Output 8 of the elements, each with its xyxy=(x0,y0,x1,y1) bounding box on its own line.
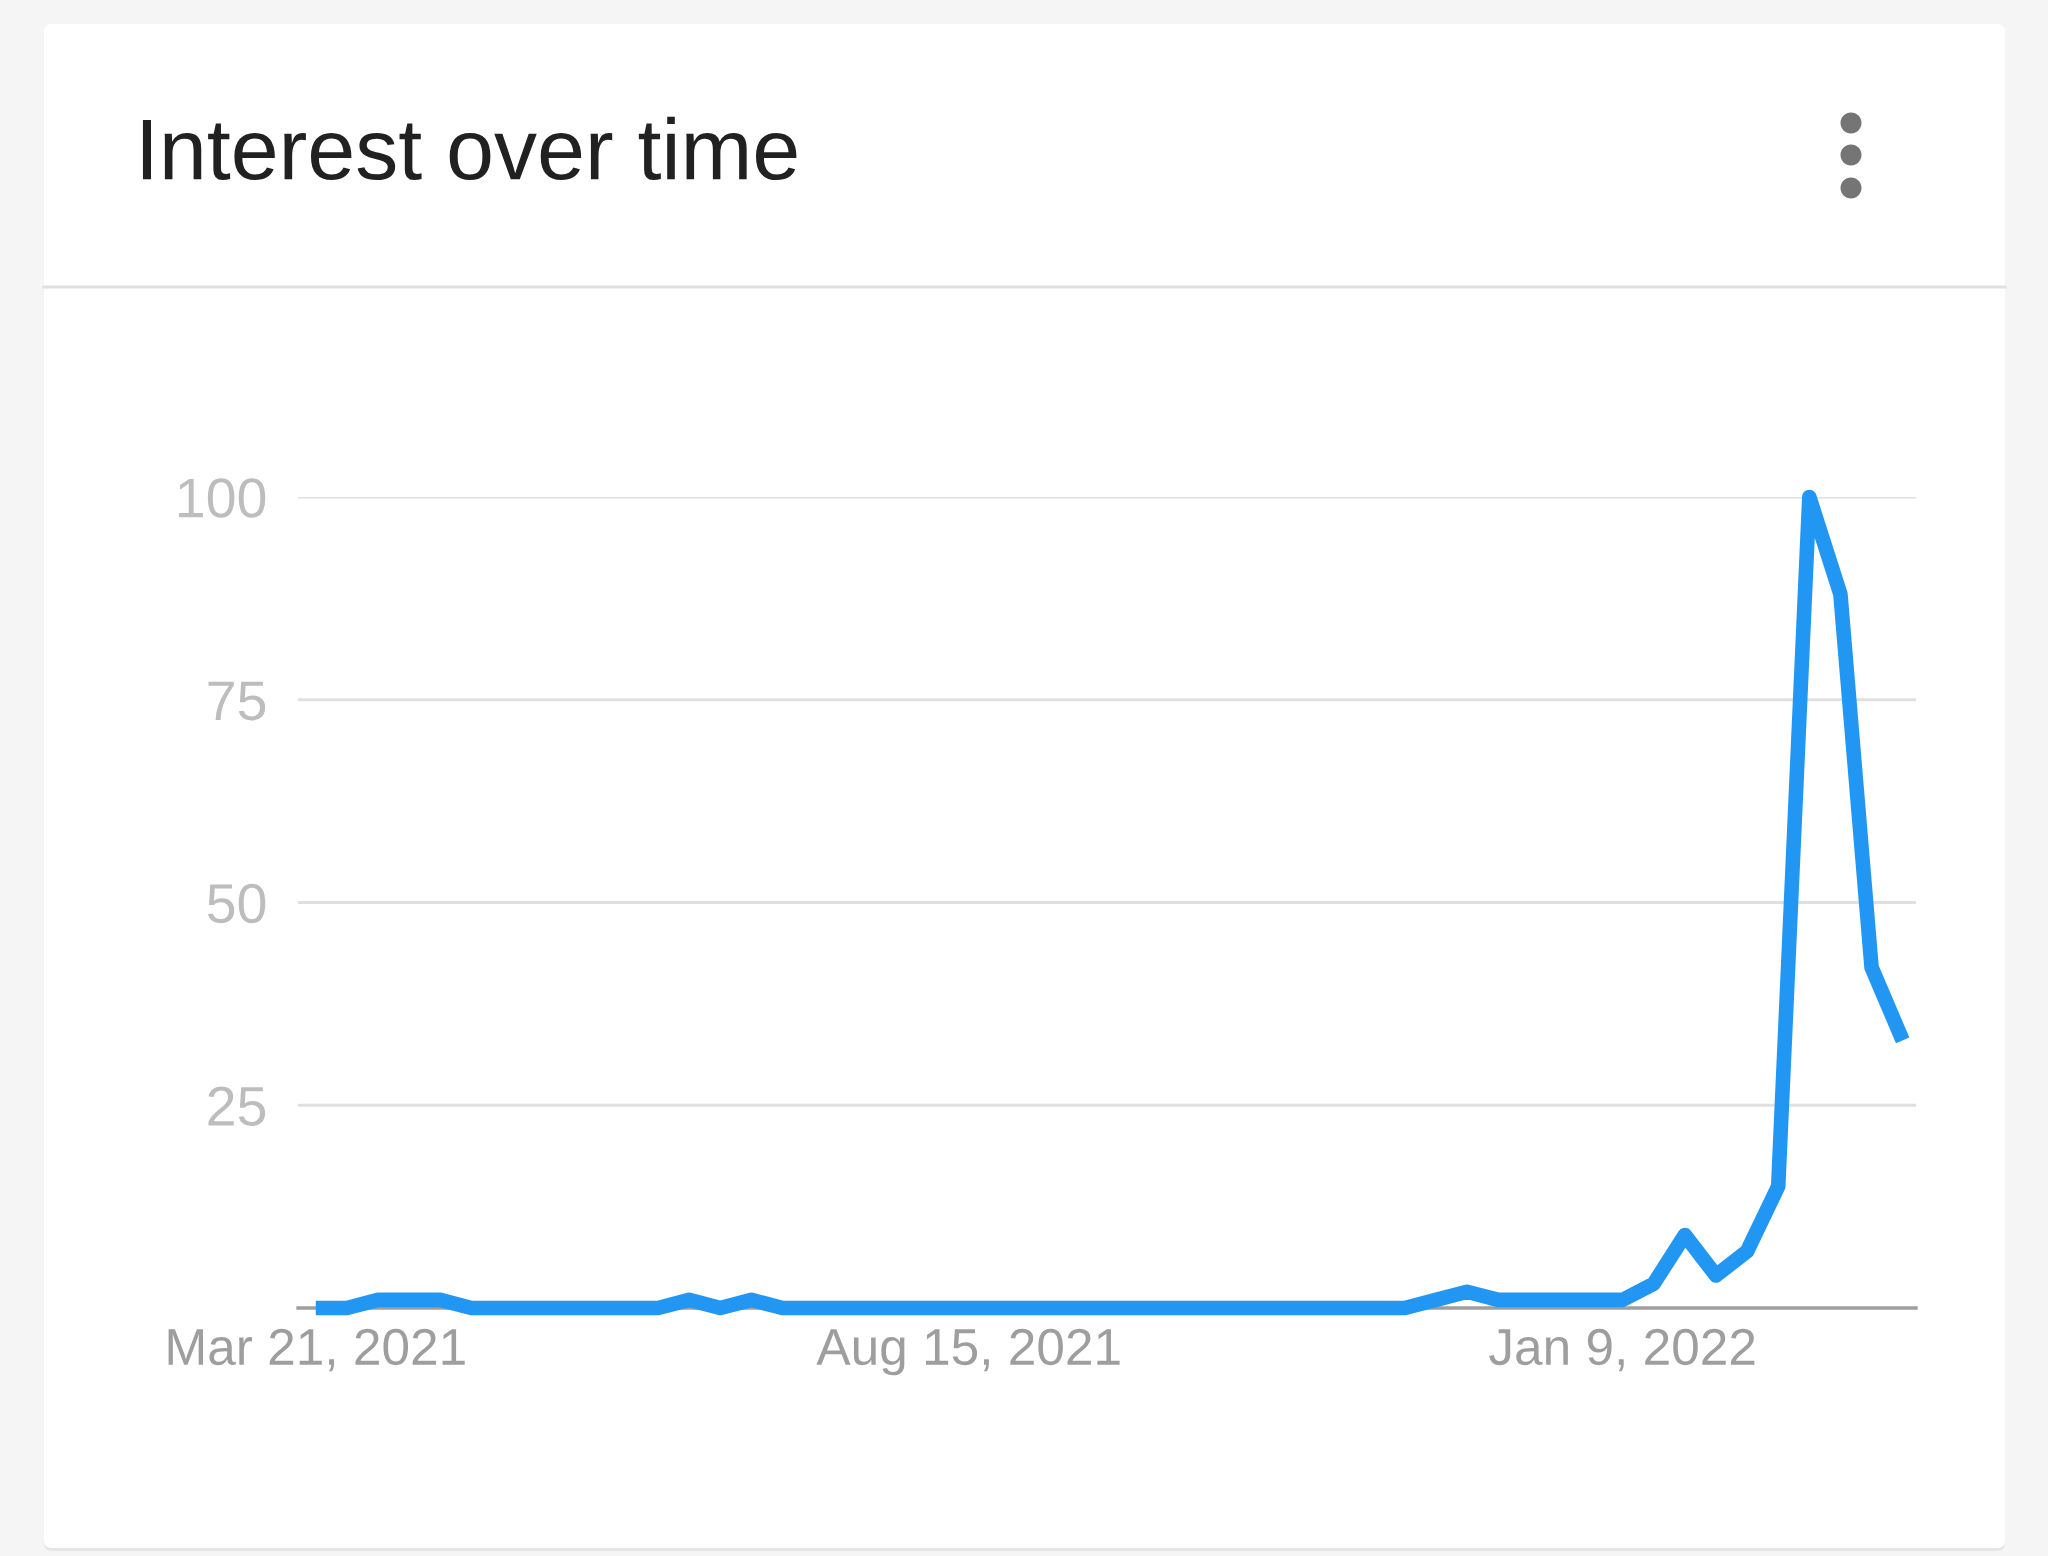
y-tick-label: 100 xyxy=(179,478,266,518)
y-tick-label: 25 xyxy=(208,1086,266,1126)
x-tick-label: Jan 9, 2022 xyxy=(1489,1328,1755,1372)
y-tick-label: 75 xyxy=(208,681,266,721)
x-tick-label: Mar 21, 2021 xyxy=(168,1328,465,1372)
x-tick-label: Aug 15, 2021 xyxy=(816,1328,1120,1376)
y-tick-label: 50 xyxy=(207,883,266,924)
chart-title: Interest over time xyxy=(142,116,797,181)
